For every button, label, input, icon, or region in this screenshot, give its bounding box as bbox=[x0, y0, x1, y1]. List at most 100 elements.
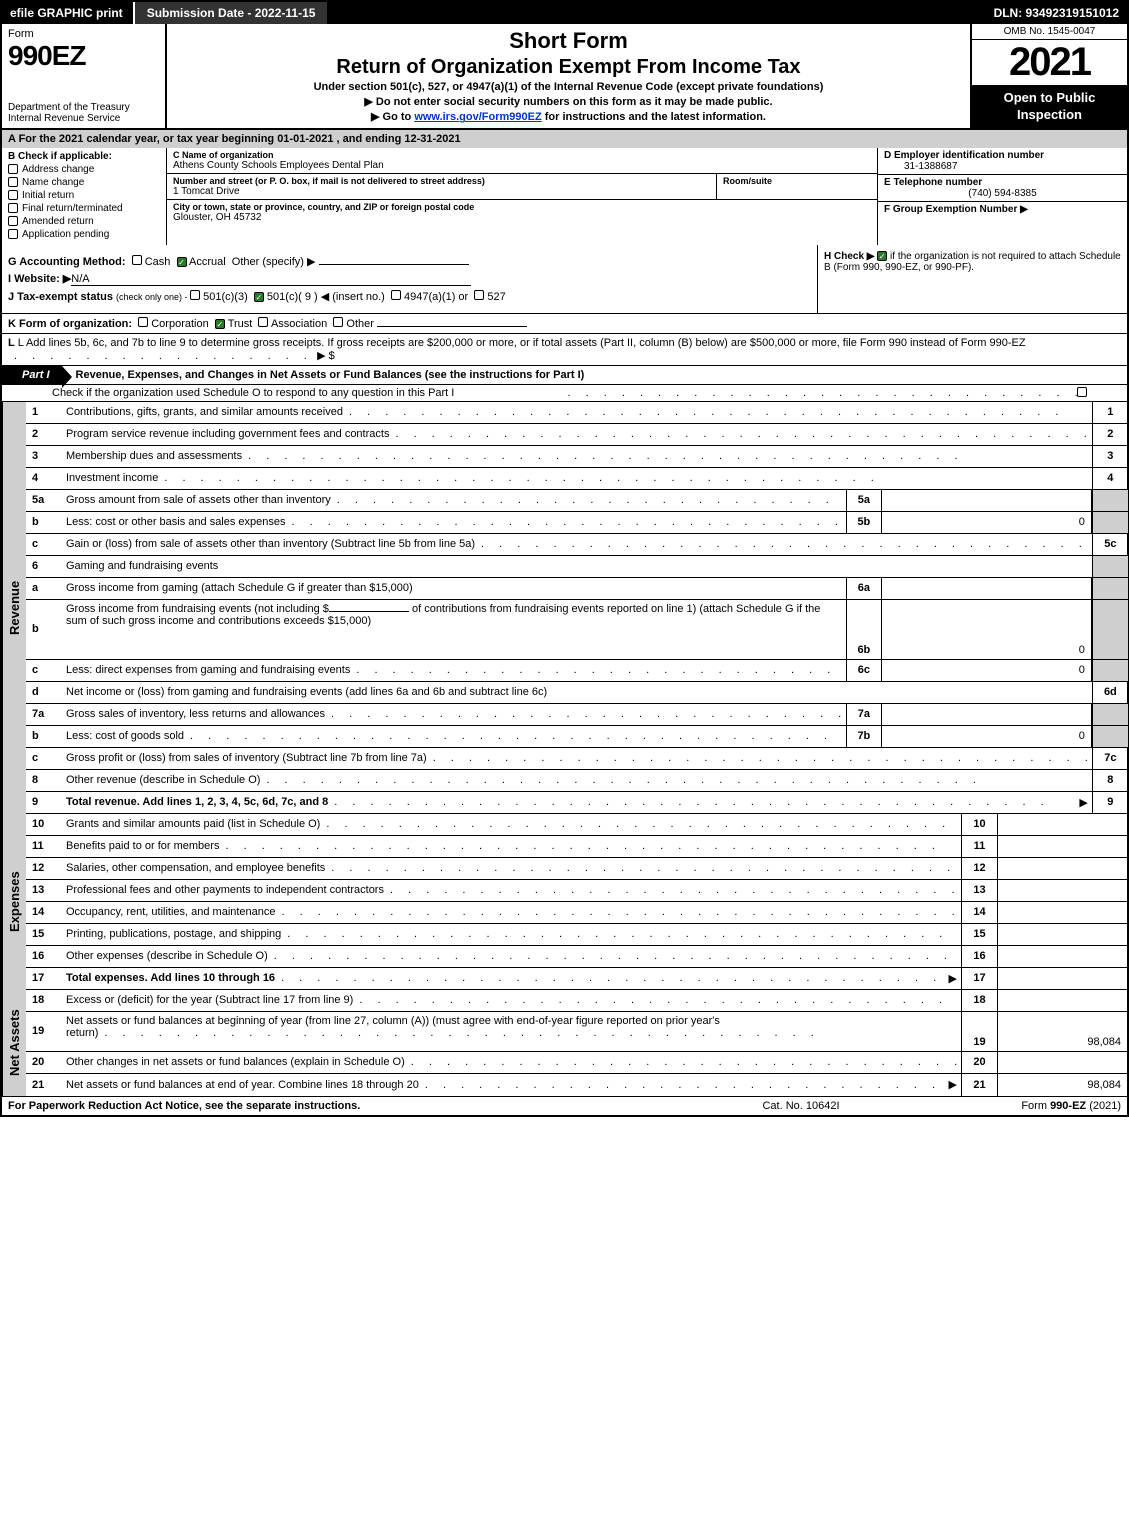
title-return: Return of Organization Exempt From Incom… bbox=[175, 56, 962, 79]
right-number: 6d bbox=[1092, 682, 1128, 703]
footer-center: Cat. No. 10642I bbox=[661, 1100, 941, 1112]
line-16: 16 Other expenses (describe in Schedule … bbox=[26, 946, 1127, 968]
checkbox-icon[interactable] bbox=[258, 317, 268, 327]
line-2: 2 Program service revenue including gove… bbox=[26, 424, 1129, 446]
header-left: Form 990EZ Department of the Treasury In… bbox=[2, 24, 167, 128]
net-assets-lines: 18 Excess or (deficit) for the year (Sub… bbox=[26, 990, 1127, 1096]
line-number: b bbox=[26, 726, 62, 747]
line-13: 13 Professional fees and other payments … bbox=[26, 880, 1127, 902]
instr2-pre: ▶ Go to bbox=[371, 111, 414, 123]
k-corp: Corporation bbox=[151, 318, 208, 330]
checkbox-icon[interactable] bbox=[132, 255, 142, 265]
checkbox-checked-icon[interactable]: ✓ bbox=[177, 257, 187, 267]
line-text: Membership dues and assessments bbox=[62, 446, 1092, 467]
city-row: City or town, state or province, country… bbox=[167, 200, 877, 225]
g-other: Other (specify) ▶ bbox=[232, 256, 316, 268]
form-number: 990EZ bbox=[8, 40, 159, 72]
line-text: Total revenue. Add lines 1, 2, 3, 4, 5c,… bbox=[62, 792, 1092, 813]
line-12: 12 Salaries, other compensation, and emp… bbox=[26, 858, 1127, 880]
checkbox-icon[interactable] bbox=[474, 290, 484, 300]
row-j: J Tax-exempt status (check only one) - 5… bbox=[8, 290, 811, 303]
arrow-icon: ▶ bbox=[949, 1078, 957, 1091]
line-21: 21 Net assets or fund balances at end of… bbox=[26, 1074, 1127, 1096]
check-final-return[interactable]: Final return/terminated bbox=[8, 203, 160, 214]
line-number: c bbox=[26, 748, 62, 769]
checkbox-checked-icon[interactable]: ✓ bbox=[254, 292, 264, 302]
sub-value: 0 bbox=[882, 660, 1092, 681]
g-label: G Accounting Method: bbox=[8, 256, 126, 268]
checkbox-icon[interactable] bbox=[190, 290, 200, 300]
f-label: F Group Exemption Number ▶ bbox=[884, 204, 1028, 215]
arrow-icon: ▶ bbox=[949, 972, 957, 985]
line-text: Gross amount from sale of assets other t… bbox=[62, 490, 846, 511]
k-other: Other bbox=[346, 318, 374, 330]
department-label: Department of the Treasury Internal Reve… bbox=[8, 102, 159, 124]
check-initial-return[interactable]: Initial return bbox=[8, 190, 160, 201]
k-other-input[interactable] bbox=[377, 326, 527, 327]
line-text: Less: cost or other basis and sales expe… bbox=[62, 512, 846, 533]
checkbox-checked-icon[interactable]: ✓ bbox=[215, 319, 225, 329]
line-number: 11 bbox=[26, 836, 62, 857]
sub-number: 6a bbox=[846, 578, 882, 599]
checkbox-icon[interactable] bbox=[391, 290, 401, 300]
b-header: B Check if applicable: bbox=[8, 151, 160, 162]
g-other-input[interactable] bbox=[319, 264, 469, 265]
line-19: 19 Net assets or fund balances at beginn… bbox=[26, 1012, 1127, 1052]
check-address-change[interactable]: Address change bbox=[8, 164, 160, 175]
instruction-2: ▶ Go to www.irs.gov/Form990EZ for instru… bbox=[175, 110, 962, 123]
arrow-icon: ▶ bbox=[1079, 796, 1087, 809]
checkbox-icon[interactable] bbox=[1077, 387, 1087, 397]
revenue-lines: 1 Contributions, gifts, grants, and simi… bbox=[26, 402, 1129, 814]
right-value: 98,084 bbox=[997, 1012, 1127, 1051]
line-number: 15 bbox=[26, 924, 62, 945]
right-value bbox=[997, 1052, 1127, 1073]
efile-print-button[interactable]: efile GRAPHIC print bbox=[0, 2, 135, 24]
footer-right: Form 990-EZ (2021) bbox=[941, 1100, 1121, 1112]
i-label: I Website: ▶ bbox=[8, 273, 71, 285]
sub-number: 6b bbox=[846, 600, 882, 659]
topbar-spacer bbox=[327, 2, 983, 24]
line-text: Salaries, other compensation, and employ… bbox=[62, 858, 961, 879]
line-text: Professional fees and other payments to … bbox=[62, 880, 961, 901]
right-value bbox=[997, 924, 1127, 945]
side-expenses: Expenses bbox=[2, 814, 26, 990]
line-number: 13 bbox=[26, 880, 62, 901]
line-7c: c Gross profit or (loss) from sales of i… bbox=[26, 748, 1129, 770]
sub-value bbox=[882, 578, 1092, 599]
right-value bbox=[997, 880, 1127, 901]
side-revenue: Revenue bbox=[2, 402, 26, 814]
page-footer: For Paperwork Reduction Act Notice, see … bbox=[0, 1096, 1129, 1117]
right-number: 3 bbox=[1092, 446, 1128, 467]
website-value: N/A bbox=[71, 273, 471, 286]
k-label: K Form of organization: bbox=[8, 318, 132, 330]
line-text: Gaming and fundraising events bbox=[62, 556, 1092, 577]
side-net-assets: Net Assets bbox=[2, 990, 26, 1096]
checkbox-icon bbox=[8, 177, 18, 187]
street-row: Number and street (or P. O. box, if mail… bbox=[167, 174, 877, 200]
line-number: 21 bbox=[26, 1074, 62, 1096]
right-number: 2 bbox=[1092, 424, 1128, 445]
irs-link[interactable]: www.irs.gov/Form990EZ bbox=[414, 111, 541, 123]
line-10: 10 Grants and similar amounts paid (list… bbox=[26, 814, 1127, 836]
right-number: 18 bbox=[961, 990, 997, 1011]
checkbox-checked-icon[interactable]: ✓ bbox=[877, 251, 887, 261]
blank-input[interactable] bbox=[329, 611, 409, 612]
right-number: 14 bbox=[961, 902, 997, 923]
line-20: 20 Other changes in net assets or fund b… bbox=[26, 1052, 1127, 1074]
check-application-pending[interactable]: Application pending bbox=[8, 229, 160, 240]
check-name-change[interactable]: Name change bbox=[8, 177, 160, 188]
checkbox-icon[interactable] bbox=[333, 317, 343, 327]
net-assets-section: Net Assets 18 Excess or (deficit) for th… bbox=[0, 990, 1129, 1096]
submission-date: Submission Date - 2022-11-15 bbox=[135, 2, 328, 24]
room-label: Room/suite bbox=[723, 176, 871, 186]
right-number: 20 bbox=[961, 1052, 997, 1073]
dln-label: DLN: 93492319151012 bbox=[984, 2, 1129, 24]
checkbox-icon[interactable] bbox=[138, 317, 148, 327]
sub-value bbox=[882, 704, 1092, 725]
city-label: City or town, state or province, country… bbox=[173, 202, 871, 212]
open-to-public: Open to Public Inspection bbox=[972, 86, 1127, 128]
line-number: b bbox=[26, 512, 62, 533]
checkbox-icon bbox=[8, 229, 18, 239]
check-amended-return[interactable]: Amended return bbox=[8, 216, 160, 227]
part-1-sub: Check if the organization used Schedule … bbox=[0, 385, 1129, 402]
